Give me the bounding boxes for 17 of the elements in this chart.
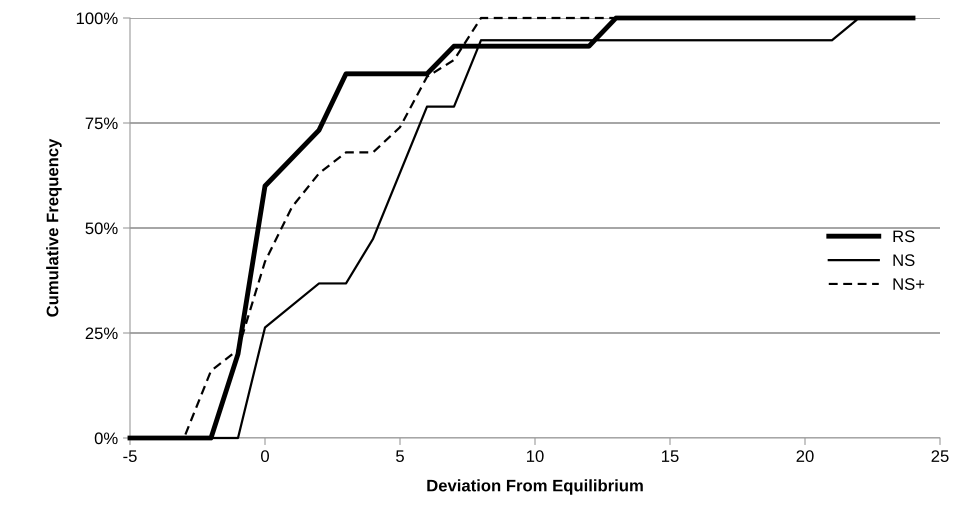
x-tick-label: 10 <box>527 450 544 462</box>
y-tick-label: 25% <box>86 327 118 340</box>
x-tick-label: 15 <box>662 450 679 462</box>
y-tick-label: 75% <box>86 117 118 130</box>
x-tick-label: 0 <box>261 450 269 462</box>
y-tick-label: 50% <box>86 222 118 234</box>
legend-label: NS+ <box>893 278 924 290</box>
legend-label: RS <box>893 230 914 242</box>
x-tick-label: -5 <box>123 450 137 462</box>
y-axis-title: Cumulative Frequency <box>46 138 62 317</box>
legend-label: NS <box>893 254 914 266</box>
y-tick-label: 100% <box>76 12 118 24</box>
x-tick-label: 20 <box>796 450 814 462</box>
x-tick-label: 5 <box>396 450 404 462</box>
y-tick-label: 0% <box>94 432 118 444</box>
x-axis-title: Deviation From Equilibrium <box>427 479 643 495</box>
x-tick-label: 25 <box>932 450 949 462</box>
